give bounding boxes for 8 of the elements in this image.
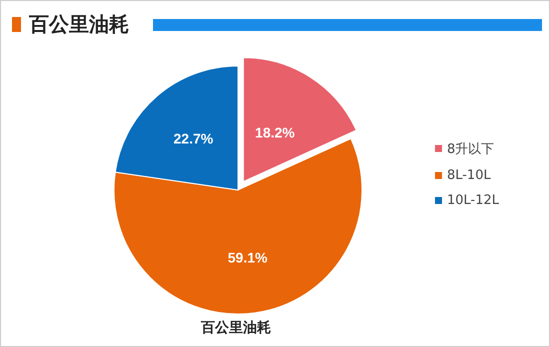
legend-label: 8升以下 (446, 140, 494, 158)
chart-title: 百公里油耗 (29, 11, 129, 38)
text: 百公里油耗 (200, 319, 272, 337)
legend-label: 10L-12L (446, 192, 499, 208)
data-label: 59.1% (228, 250, 268, 266)
data-label: 18.2% (255, 124, 296, 141)
legend-label: 8L-10L (446, 168, 491, 182)
data-label: 22.7% (174, 130, 214, 146)
